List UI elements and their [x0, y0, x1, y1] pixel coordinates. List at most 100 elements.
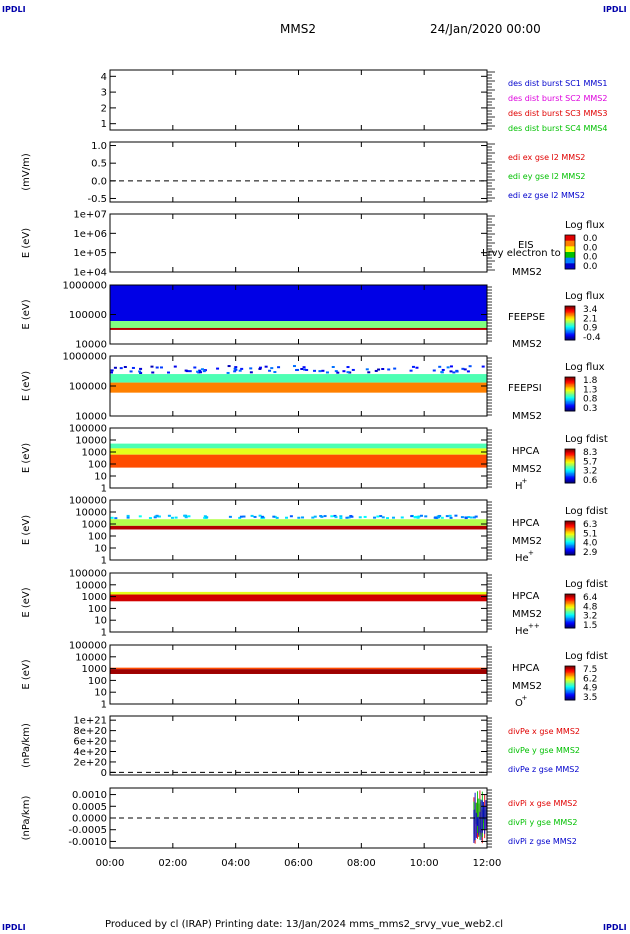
- panel-7-ytick-label: 10000: [75, 508, 107, 519]
- panel-7-band-1-speckle: [250, 514, 254, 517]
- panel-8-colorbar-step: [565, 603, 575, 606]
- panel-1-ytick-label: 1: [101, 119, 107, 130]
- panel-5-band-3: [110, 382, 487, 393]
- panel-5-band-1-speckle: [268, 369, 272, 372]
- panel-7-colorbar-step: [565, 521, 575, 523]
- panel-10-ytick-label: 8e+20: [73, 726, 107, 737]
- panel-10-ytick-label: 0: [101, 768, 107, 779]
- panel-7-band-1-speckle: [301, 516, 305, 519]
- panel-9-colorbar-step: [565, 673, 575, 675]
- panel-10-ytick-label: 1e+21: [73, 716, 107, 727]
- panel-8-colorbar-step: [565, 625, 575, 628]
- panel-8-colorbar-step: [565, 620, 575, 623]
- panel-9-colorbar-tick-label: 6.2: [583, 674, 597, 684]
- panel-4-colorbar-step: [565, 311, 575, 314]
- panel-7-background: [110, 500, 487, 560]
- panel-7-ytick-label: 1000: [82, 520, 107, 531]
- panel-7-band-1-speckle: [275, 516, 279, 519]
- panel-4-ytick-label: 10000: [75, 340, 107, 351]
- panel-9-background: [110, 645, 487, 704]
- panel-4-spacecraft: MMS2: [512, 339, 542, 350]
- panel-9-colorbar-step: [565, 684, 575, 687]
- panel-8-colorbar-step: [565, 619, 575, 622]
- panel-10-ylabel: (nPa/km): [21, 723, 32, 768]
- panel-8-colorbar-step: [565, 613, 575, 616]
- panel-8-colorbar-step: [565, 596, 575, 599]
- panel-7-band-1-speckle: [258, 514, 262, 517]
- panel-4-colorbar-step: [565, 331, 575, 334]
- panel-8-band-2: [110, 594, 487, 602]
- panel-3-colorbar-step: [565, 235, 575, 242]
- panel-6-band-3: [110, 454, 487, 468]
- panel-1-legend-entry: des dist burst SC1 MMS1: [508, 79, 607, 88]
- panel-11-legend-entry: divPi z gse MMS2: [508, 837, 577, 846]
- panel-9-colorbar-tick-label: 7.5: [583, 665, 597, 675]
- panel-4-colorbar-tick-label: 2.1: [583, 314, 597, 324]
- panel-7-band-1-speckle: [253, 515, 257, 518]
- panel-4-colorbar-step: [565, 328, 575, 331]
- panel-9-colorbar-step: [565, 694, 575, 697]
- panel-4-colorbar-step: [565, 308, 575, 311]
- panel-9-colorbar-step: [565, 692, 575, 695]
- panel-7-band-1-speckle: [474, 515, 478, 518]
- panel-5-colorbar-step: [565, 406, 575, 409]
- panel-7-colorbar-step: [565, 553, 575, 556]
- panel-3-colorbar-frame: [564, 234, 576, 270]
- panel-5-band-1-speckle: [196, 370, 200, 373]
- panel-4-colorbar-title: Log flux: [565, 291, 605, 302]
- panel-5-band-1-speckle: [381, 368, 385, 371]
- panel-5-band-1-speckle: [321, 369, 325, 372]
- panel-5-colorbar-step: [565, 405, 575, 408]
- panel-5-band-1-speckle: [415, 366, 419, 369]
- panel-5-band-1-speckle: [300, 367, 304, 370]
- panel-9-colorbar-step: [565, 677, 575, 680]
- panel-5-colorbar-step: [565, 395, 575, 398]
- panel-2-ylabel: (mV/m): [21, 153, 32, 191]
- panel-8-colorbar-step: [565, 615, 575, 618]
- panel-3-colorbar-tick-label: 0.0: [583, 253, 598, 263]
- panel-7-band-1-speckle: [203, 516, 207, 519]
- panel-7-band-1-speckle: [203, 515, 207, 518]
- panel-5-ylabel: E (eV): [21, 371, 32, 401]
- panel-7-colorbar-step: [565, 542, 575, 545]
- panel-6-colorbar-step: [565, 473, 575, 475]
- panel-4-colorbar-step: [565, 338, 575, 341]
- panel-7-band-1-speckle: [467, 516, 471, 519]
- panel-4-colorbar-step: [565, 335, 575, 338]
- panel-1-legend-entry: des dist burst SC3 MMS3: [508, 109, 607, 118]
- panel-7-band-1-speckle: [445, 515, 449, 518]
- panel-7-band-1-speckle: [419, 514, 423, 517]
- panel-9-ytick-label: 1000: [82, 664, 107, 675]
- panel-5-band-1-speckle: [200, 368, 204, 371]
- panel-5-band-1-speckle: [249, 367, 253, 370]
- panel-7-band-1-speckle: [358, 516, 362, 519]
- panel-1-legend-entry: des dist burst SC2 MMS2: [508, 94, 607, 103]
- panel-9-species: O: [515, 698, 523, 709]
- panel-6-colorbar-tick-label: 8.3: [583, 448, 597, 458]
- panel-7-colorbar-step: [565, 549, 575, 552]
- panel-5-band-1-speckle: [277, 366, 281, 369]
- panel-5-ytick-label: 10000: [75, 412, 107, 423]
- panel-8-ytick-label: 10: [94, 616, 107, 627]
- panel-3-instrument: EIS: [518, 240, 534, 251]
- date-title: 24/Jan/2020 00:00: [430, 22, 541, 36]
- panel-5-ytick-label: 1000000: [62, 352, 107, 363]
- panel-7-band-1-speckle: [454, 514, 458, 517]
- panel-9-colorbar-step: [565, 680, 575, 683]
- panel-8-instrument: HPCA: [512, 591, 540, 602]
- panel-9-colorbar-step: [565, 695, 575, 698]
- panel-5-spacecraft: MMS2: [512, 411, 542, 422]
- panel-6-ytick-label: 100000: [69, 424, 107, 435]
- panel-9-colorbar-step: [565, 675, 575, 678]
- panel-7-band-1-speckle: [440, 516, 444, 519]
- panel-7-band-1-speckle: [183, 514, 187, 517]
- panel-1-legend-entry: des dist burst SC4 MMS4: [508, 124, 607, 133]
- panel-5-colorbar-tick-label: 0.3: [583, 404, 597, 414]
- panel-8-ytick-label: 10000: [75, 580, 107, 591]
- panel-5-band-1-speckle: [468, 365, 472, 368]
- panel-3-note: Lrvy electron to: [482, 248, 561, 259]
- panel-8-colorbar-step: [565, 595, 575, 598]
- panel-7-ytick-label: 10: [94, 544, 107, 555]
- panel-6-colorbar-step: [565, 453, 575, 456]
- panel-6-ytick-label: 1: [101, 484, 107, 495]
